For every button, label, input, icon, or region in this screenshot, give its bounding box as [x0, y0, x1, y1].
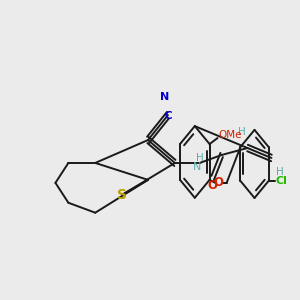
- Text: OMe: OMe: [219, 130, 242, 140]
- Text: O: O: [214, 176, 224, 189]
- Text: O: O: [208, 178, 218, 191]
- Text: N: N: [193, 162, 202, 172]
- Text: Cl: Cl: [276, 176, 287, 186]
- Text: S: S: [117, 188, 127, 202]
- Text: H: H: [238, 127, 245, 137]
- Text: H: H: [275, 167, 283, 177]
- Text: N: N: [160, 92, 170, 102]
- Text: H: H: [196, 153, 204, 163]
- Text: C: C: [165, 111, 172, 122]
